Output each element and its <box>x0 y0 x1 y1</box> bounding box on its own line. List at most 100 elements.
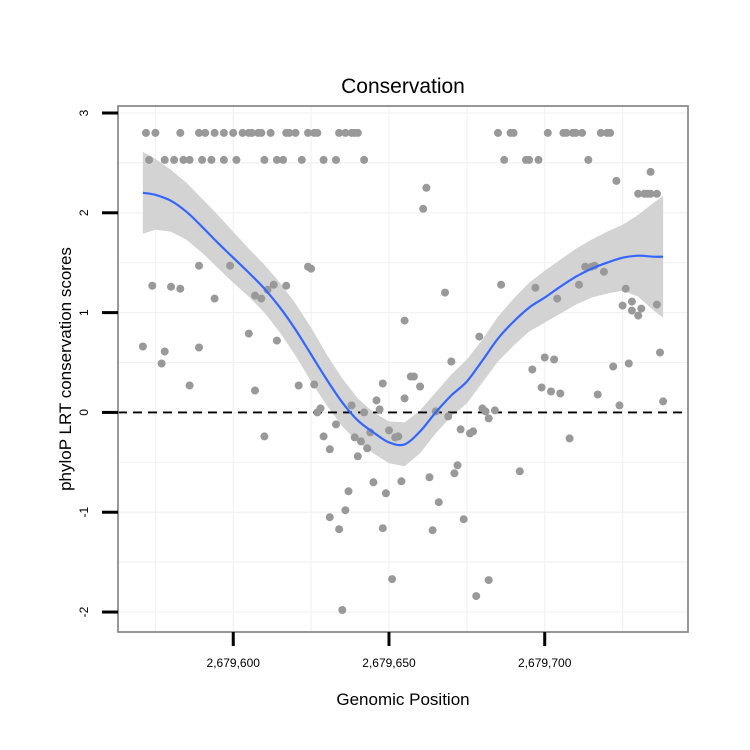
data-point <box>226 261 235 270</box>
data-point <box>509 128 518 137</box>
y-tick-label: 1 <box>77 309 91 316</box>
data-point <box>238 128 247 137</box>
x-axis: 2,679,600 2,679,650 2,679,700 <box>207 632 572 670</box>
data-point <box>232 155 241 164</box>
x-axis-title: Genomic Position <box>336 690 469 709</box>
x-tick-label: 2,679,700 <box>518 656 572 670</box>
data-point <box>540 353 549 362</box>
data-point <box>297 155 306 164</box>
data-point <box>484 576 493 585</box>
data-point <box>422 183 431 192</box>
data-point <box>335 525 344 534</box>
data-point <box>257 294 266 303</box>
x-tick-label: 2,679,600 <box>207 656 261 670</box>
data-point <box>634 311 643 320</box>
data-point <box>634 189 643 198</box>
data-point <box>260 155 269 164</box>
data-point <box>556 389 565 398</box>
data-point <box>179 155 188 164</box>
data-point <box>378 524 387 533</box>
data-point <box>534 155 543 164</box>
y-tick-label: -2 <box>77 606 91 617</box>
data-point <box>528 365 537 374</box>
data-point <box>304 128 312 137</box>
data-point <box>565 434 574 443</box>
data-point <box>575 280 583 289</box>
panel-border <box>117 105 689 633</box>
data-point <box>490 406 499 415</box>
data-point <box>307 264 316 273</box>
data-point <box>609 362 618 371</box>
data-point <box>313 128 322 137</box>
data-point <box>441 288 449 297</box>
smooth-trend-line <box>142 191 664 447</box>
data-point <box>652 300 661 309</box>
data-point <box>621 284 630 293</box>
data-point <box>167 282 175 291</box>
data-point <box>341 128 350 137</box>
data-point <box>606 128 615 137</box>
y-tick-label: 2 <box>77 209 91 216</box>
y-tick-label: 3 <box>77 109 91 116</box>
data-point <box>627 297 636 306</box>
data-point <box>195 261 203 270</box>
data-point <box>612 176 621 185</box>
data-point <box>142 128 150 137</box>
data-point <box>385 426 393 435</box>
data-point <box>388 575 397 584</box>
data-point <box>456 425 465 434</box>
data-point <box>170 155 179 164</box>
data-point <box>244 329 253 338</box>
data-point <box>369 478 378 487</box>
data-point <box>584 155 593 164</box>
data-point <box>316 404 325 413</box>
data-point <box>400 316 409 325</box>
data-point <box>375 405 384 414</box>
data-point <box>525 155 534 164</box>
data-point <box>659 397 668 406</box>
data-point <box>434 498 443 507</box>
data-point <box>469 427 478 436</box>
data-point <box>497 280 506 289</box>
data-point <box>531 283 540 292</box>
data-point <box>472 592 481 601</box>
data-point <box>394 432 403 441</box>
data-point <box>515 467 524 476</box>
data-point <box>219 128 228 137</box>
data-point <box>272 155 281 164</box>
data-point <box>484 414 493 423</box>
data-point <box>481 407 490 416</box>
data-point <box>335 128 344 137</box>
data-point <box>210 128 219 137</box>
data-point <box>500 155 509 164</box>
data-point <box>291 128 300 137</box>
data-point <box>251 291 259 300</box>
data-point <box>201 128 210 137</box>
data-point <box>347 401 356 410</box>
data-point <box>160 347 169 356</box>
data-point <box>553 294 562 303</box>
data-point <box>195 128 203 137</box>
data-point <box>475 332 484 341</box>
data-point <box>372 396 381 405</box>
data-point <box>344 487 353 496</box>
data-point <box>195 343 203 352</box>
data-point <box>409 372 418 381</box>
confidence-ribbon <box>142 151 664 467</box>
plot-panel <box>118 106 688 632</box>
data-point <box>363 444 372 453</box>
data-point <box>332 420 340 429</box>
data-point <box>360 155 369 164</box>
data-point <box>447 357 456 366</box>
data-point <box>263 285 272 294</box>
data-point <box>145 155 154 164</box>
y-tick-label: -1 <box>77 507 91 518</box>
data-point <box>357 437 365 446</box>
data-point <box>652 189 661 198</box>
data-point <box>260 432 269 441</box>
data-point <box>176 128 185 137</box>
data-point <box>282 281 291 290</box>
data-point <box>537 383 546 392</box>
data-point <box>319 155 328 164</box>
